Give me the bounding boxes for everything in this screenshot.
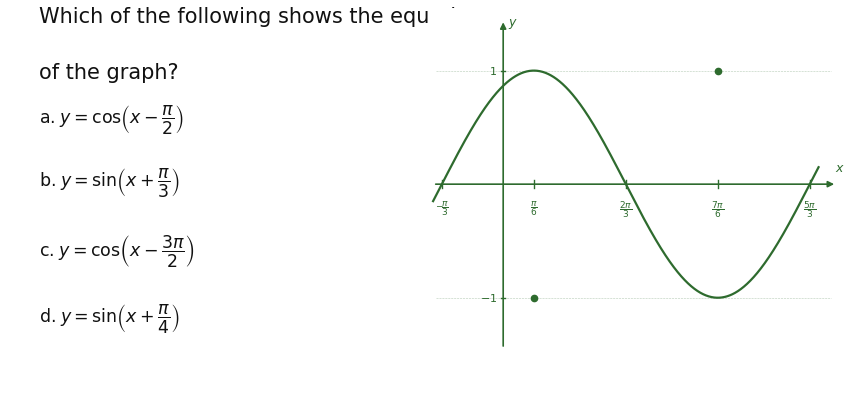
Text: d.$\;y = \sin\!\left(x + \dfrac{\pi}{4}\right)$: d.$\;y = \sin\!\left(x + \dfrac{\pi}{4}\… — [39, 302, 180, 335]
Text: $\dfrac{2\pi}{3}$: $\dfrac{2\pi}{3}$ — [619, 199, 632, 220]
Text: $\dfrac{7\pi}{6}$: $\dfrac{7\pi}{6}$ — [711, 199, 724, 220]
Text: a.$\;y = \cos\!\left(x - \dfrac{\pi}{2}\right)$: a.$\;y = \cos\!\left(x - \dfrac{\pi}{2}\… — [39, 103, 184, 136]
Text: $\dfrac{\pi}{6}$: $\dfrac{\pi}{6}$ — [530, 199, 538, 218]
Text: Mathematics: Mathematics — [387, 381, 473, 394]
Text: of the graph?: of the graph? — [39, 63, 178, 83]
Text: $1$: $1$ — [489, 65, 497, 77]
Text: b.$\;y = \sin\!\left(x + \dfrac{\pi}{3}\right)$: b.$\;y = \sin\!\left(x + \dfrac{\pi}{3}\… — [39, 166, 180, 199]
Text: $y$: $y$ — [508, 17, 518, 31]
Text: Special Sets in Specialization: Special Sets in Specialization — [26, 381, 220, 394]
Text: BLEPT March 2025: BLEPT March 2025 — [711, 381, 834, 394]
Text: $-\!\dfrac{\pi}{3}$: $-\!\dfrac{\pi}{3}$ — [435, 199, 449, 218]
Text: Which of the following shows the equation: Which of the following shows the equatio… — [39, 7, 482, 27]
Text: $x$: $x$ — [835, 162, 845, 175]
Text: c.$\;y = \cos\!\left(x - \dfrac{3\pi}{2}\right)$: c.$\;y = \cos\!\left(x - \dfrac{3\pi}{2}… — [39, 233, 194, 269]
Text: $-1$: $-1$ — [480, 292, 497, 304]
Text: $\dfrac{5\pi}{3}$: $\dfrac{5\pi}{3}$ — [803, 199, 816, 220]
